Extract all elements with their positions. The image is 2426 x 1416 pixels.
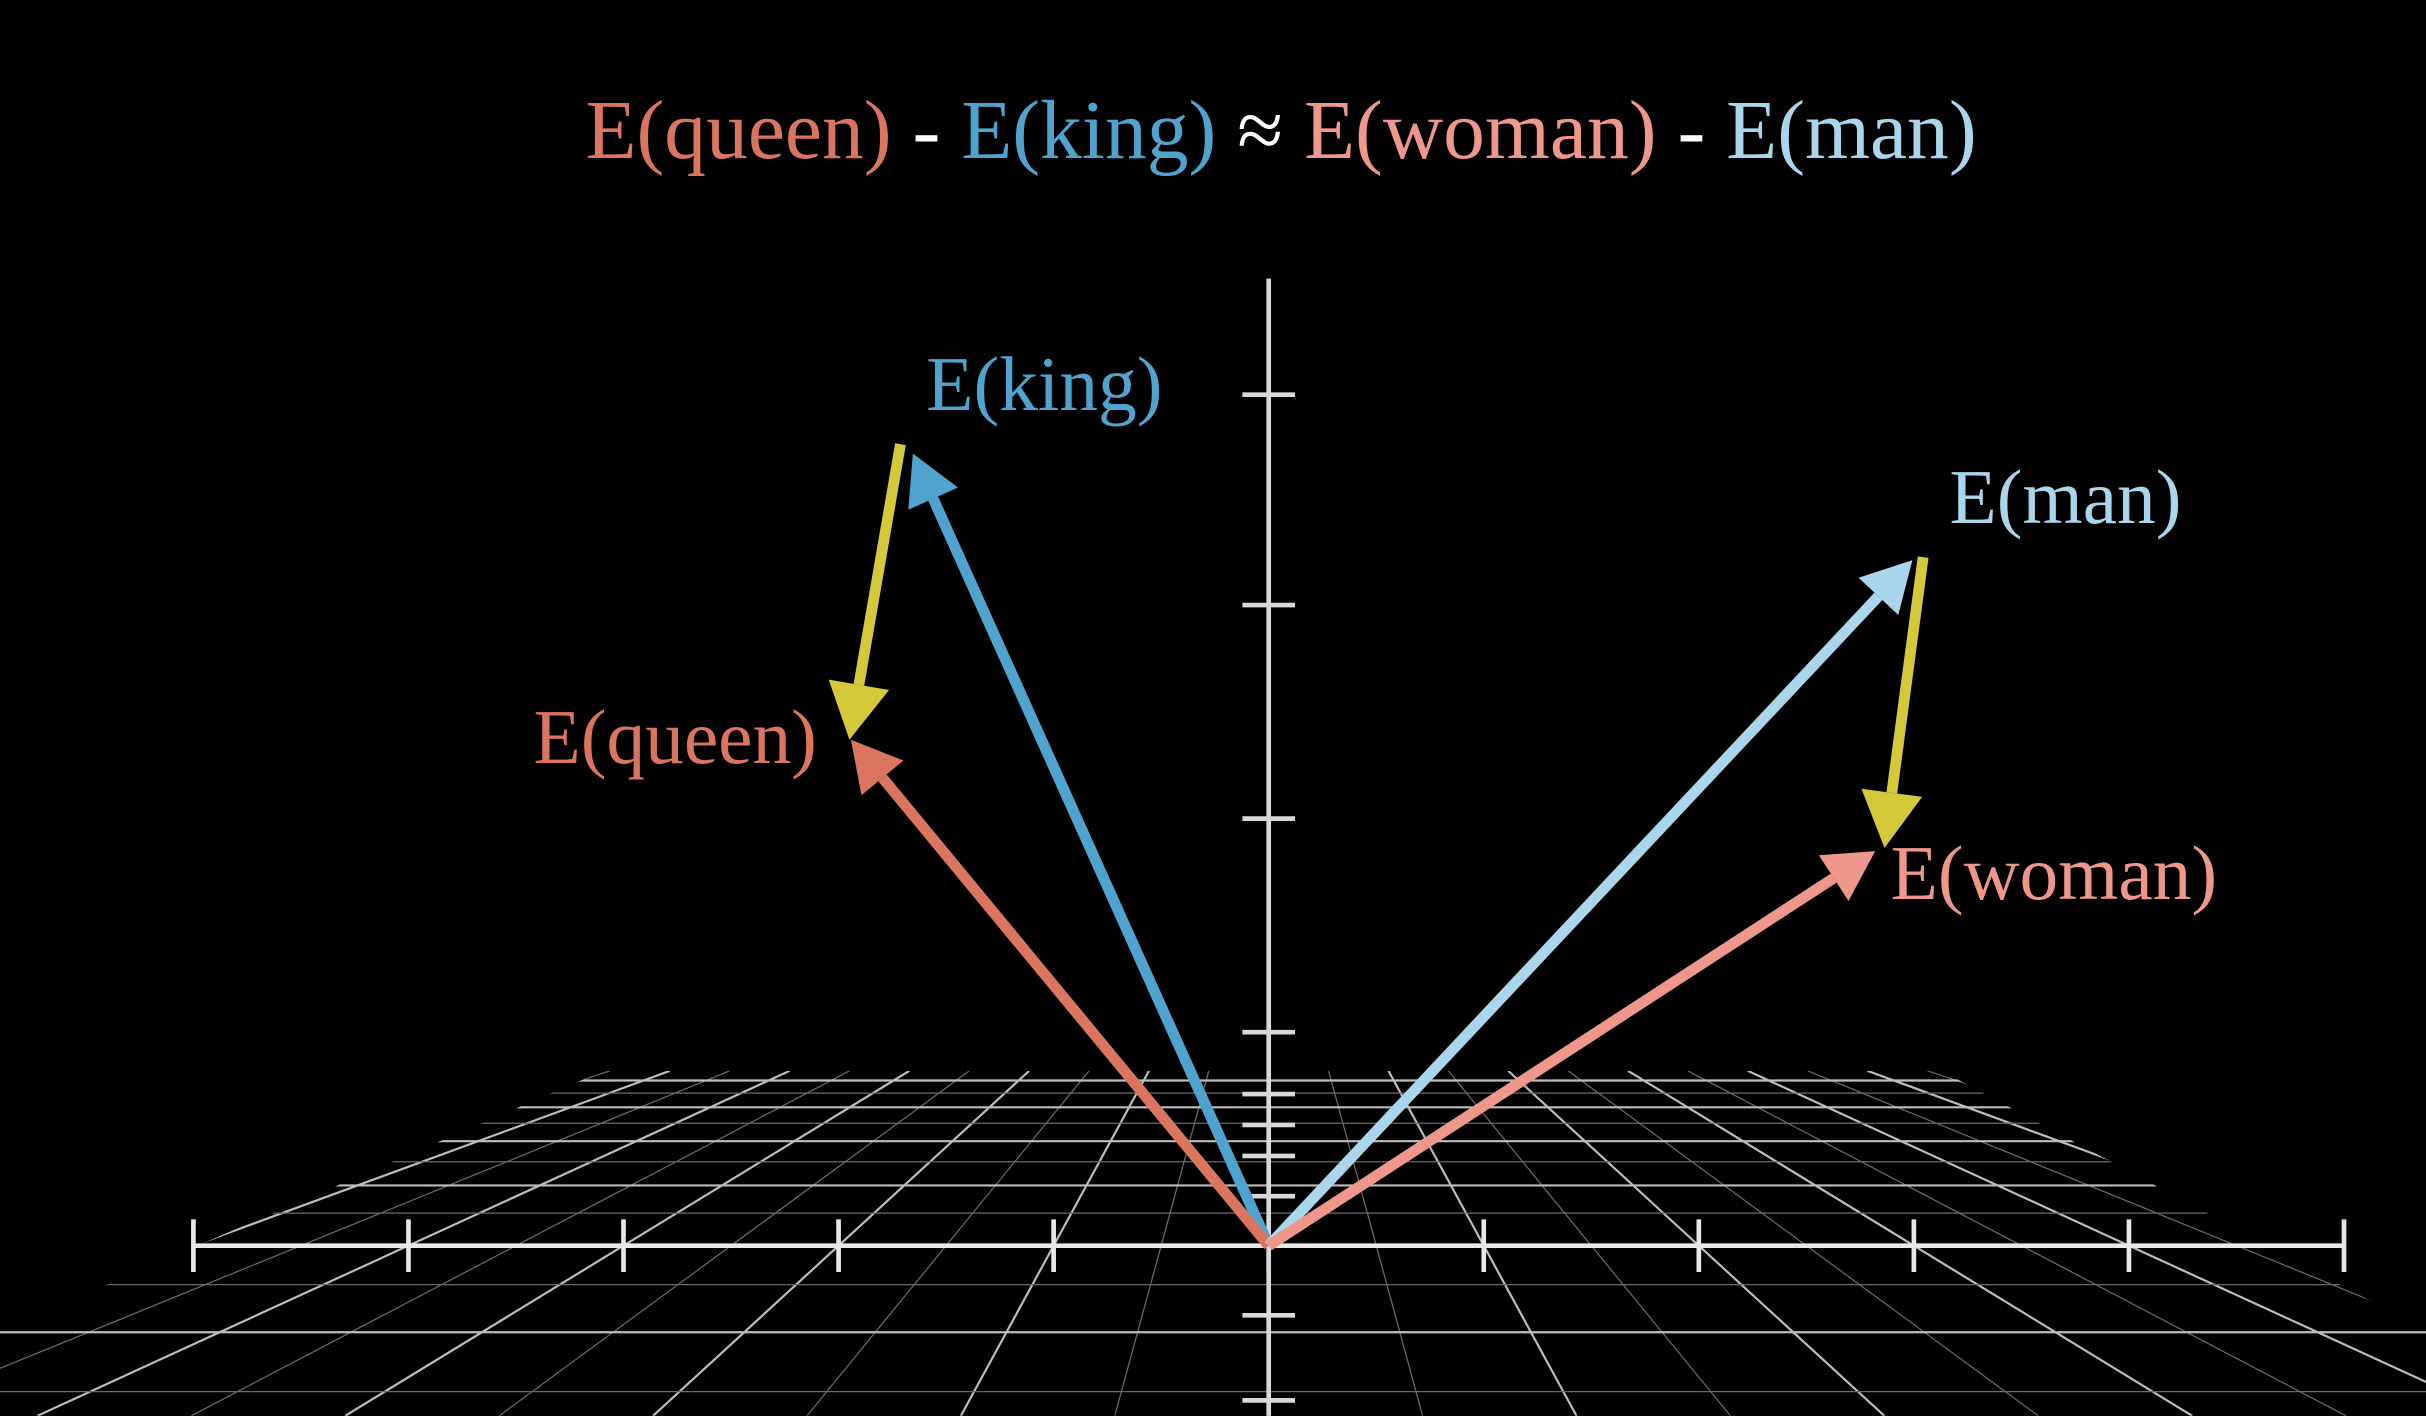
arrow-shaft	[1264, 592, 1883, 1250]
arrow-shaft	[1265, 873, 1837, 1251]
vector-label: E(queen)	[533, 694, 816, 780]
equation-part: -	[912, 85, 940, 177]
arrow-shaft	[1886, 556, 1929, 794]
vector-label: E(man)	[1950, 454, 2182, 540]
vector-label: E(woman)	[1891, 830, 2217, 916]
equation-part: E(king)	[961, 85, 1216, 177]
arrow-head	[1818, 851, 1876, 901]
arrow-head	[850, 739, 904, 796]
equation: E(queen) - E(king) ≈ E(woman) - E(man)	[585, 85, 1976, 177]
arrow-shaft	[853, 443, 906, 686]
arrow-head	[1858, 560, 1913, 615]
equation-part: -	[1677, 85, 1705, 177]
vector-label: E(king)	[926, 341, 1162, 427]
arrow-head	[908, 453, 958, 510]
arrow-shaft	[878, 774, 1273, 1250]
arrow-head	[828, 679, 890, 740]
equation-part: E(man)	[1726, 85, 1976, 177]
arrow-shaft	[928, 496, 1274, 1248]
equation-part: E(queen)	[585, 85, 891, 177]
labels: E(king) E(queen) E(man) E(woman)	[533, 341, 2217, 916]
arrows	[828, 443, 1929, 1251]
equation-part: ≈	[1237, 85, 1283, 177]
arrow-head	[1861, 788, 1923, 849]
equation-part: E(woman)	[1304, 85, 1657, 177]
